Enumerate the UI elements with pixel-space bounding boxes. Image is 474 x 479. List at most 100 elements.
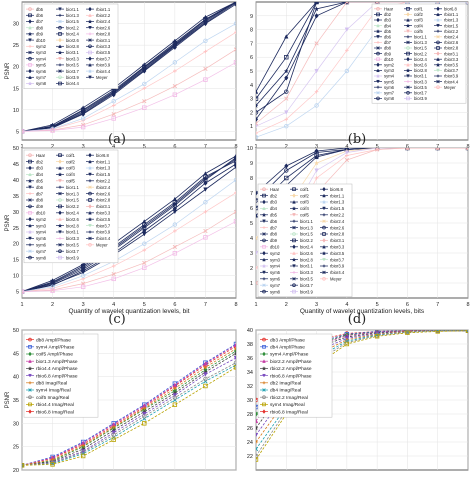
data-point	[435, 148, 440, 150]
legend-swatch-marker	[436, 6, 440, 12]
legend-swatch-marker	[292, 200, 296, 204]
legend-entry-label: bior1.5	[414, 46, 427, 51]
data-point	[233, 219, 236, 224]
legend-swatch-marker	[406, 80, 410, 83]
legend-box	[371, 3, 467, 104]
y-tick-label: 28	[247, 412, 253, 418]
legend-swatch-marker	[376, 35, 380, 39]
legend-swatch-marker	[28, 216, 32, 222]
legend-swatch-marker	[292, 187, 296, 192]
legend-swatch-marker	[322, 244, 326, 249]
legend-swatch-marker	[262, 187, 266, 192]
legend-swatch-marker	[406, 40, 410, 45]
legend-swatch-marker	[28, 337, 32, 342]
legend-entry-label: rbior3.5	[444, 63, 459, 68]
legend-entry-label: sym7	[384, 91, 395, 96]
legend-swatch-marker	[28, 50, 32, 55]
legend-swatch-marker	[28, 192, 32, 195]
legend-box	[23, 149, 119, 264]
legend-entry-label: rbior4.4	[330, 270, 345, 275]
series-line	[256, 2, 468, 99]
legend-swatch-marker	[28, 19, 32, 24]
x-tick-label: 1	[20, 144, 23, 150]
x-tick-label: 2	[51, 144, 54, 150]
legend-swatch-marker	[262, 289, 266, 294]
y-tick-label: 6	[250, 55, 253, 61]
series-line	[22, 362, 236, 466]
legend-entry-label: sym2	[270, 251, 281, 256]
y-tick-label: 5	[16, 290, 19, 296]
data-point	[203, 171, 208, 176]
legend-swatch-marker	[58, 243, 62, 247]
legend-entry-label: sym3	[384, 68, 395, 73]
legend-swatch-marker	[262, 238, 266, 243]
x-tick-label: 7	[436, 144, 439, 150]
x-tick-label: 8	[466, 144, 469, 150]
data-point	[111, 103, 116, 108]
data-point	[111, 112, 116, 117]
data-point	[256, 250, 259, 256]
legend-swatch-marker	[88, 44, 92, 49]
legend-swatch-marker	[58, 19, 62, 24]
y-tick-label: 2	[250, 110, 253, 116]
legend-swatch-marker	[28, 255, 32, 260]
legend-entry-label: sym2	[36, 217, 47, 222]
legend-entry-label: Haar	[36, 153, 46, 158]
legend-swatch-marker	[58, 191, 62, 196]
legend-entry-label: rbior3.7	[96, 56, 111, 61]
data-point	[80, 124, 86, 130]
data-point	[111, 430, 116, 436]
x-tick-label: 8	[234, 144, 237, 150]
data-point	[284, 89, 289, 94]
data-point	[172, 43, 178, 49]
data-point	[203, 361, 208, 366]
y-axis-label: PSNR	[5, 62, 11, 79]
y-tick-label: 20	[13, 242, 19, 248]
data-point	[22, 129, 25, 134]
x-tick-label: 7	[204, 144, 207, 150]
data-point	[111, 432, 116, 438]
data-point	[233, 177, 236, 183]
y-axis-label: PSNR	[5, 214, 11, 231]
legend-entry-label: rbior1.5	[330, 206, 345, 211]
y-tick-label: 25	[13, 445, 19, 451]
data-point	[142, 219, 147, 224]
legend-swatch-marker	[88, 62, 92, 67]
legend-entry-label: rbior1.1	[330, 193, 345, 198]
legend-swatch-marker	[436, 18, 440, 22]
legend-swatch-marker	[28, 13, 32, 18]
legend-entry-label: sym8	[36, 81, 47, 86]
legend-entry-label: bior2.6	[300, 251, 313, 256]
legend-entry-label: db8	[36, 25, 44, 30]
data-point	[172, 222, 178, 227]
data-point	[344, 150, 350, 155]
legend-entry-label: bior2.8	[414, 68, 427, 73]
series-line	[256, 330, 468, 429]
data-point	[344, 68, 350, 74]
legend-entry-label: rbior3.5	[96, 217, 111, 222]
legend-swatch-marker	[322, 213, 326, 217]
legend-swatch-marker	[292, 225, 296, 230]
legend-swatch-marker	[28, 44, 32, 48]
legend-entry-label: rbior2.4	[96, 19, 111, 24]
data-point	[256, 96, 259, 101]
data-point	[256, 89, 259, 94]
y-tick-label: 35	[13, 398, 19, 404]
legend-entry-label: bior1.1	[66, 7, 79, 12]
data-point	[203, 180, 208, 186]
legend-entry-label: bior1.5	[66, 198, 79, 203]
legend-entry-label: db4	[270, 206, 278, 211]
legend-swatch-marker	[28, 165, 32, 171]
legend-swatch-marker	[436, 46, 440, 50]
legend-swatch-marker	[262, 244, 266, 249]
y-tick-label: 24	[247, 440, 253, 446]
legend-entry-label: coif3	[414, 18, 424, 23]
legend-swatch-marker	[322, 270, 326, 275]
data-point	[172, 196, 178, 202]
y-tick-label: 3	[250, 97, 253, 103]
legend-entry-label: bior3.9	[414, 96, 427, 101]
series-line	[22, 357, 236, 466]
legend-swatch-marker	[292, 251, 296, 255]
legend-entry-label: rbior1.1	[96, 159, 111, 164]
